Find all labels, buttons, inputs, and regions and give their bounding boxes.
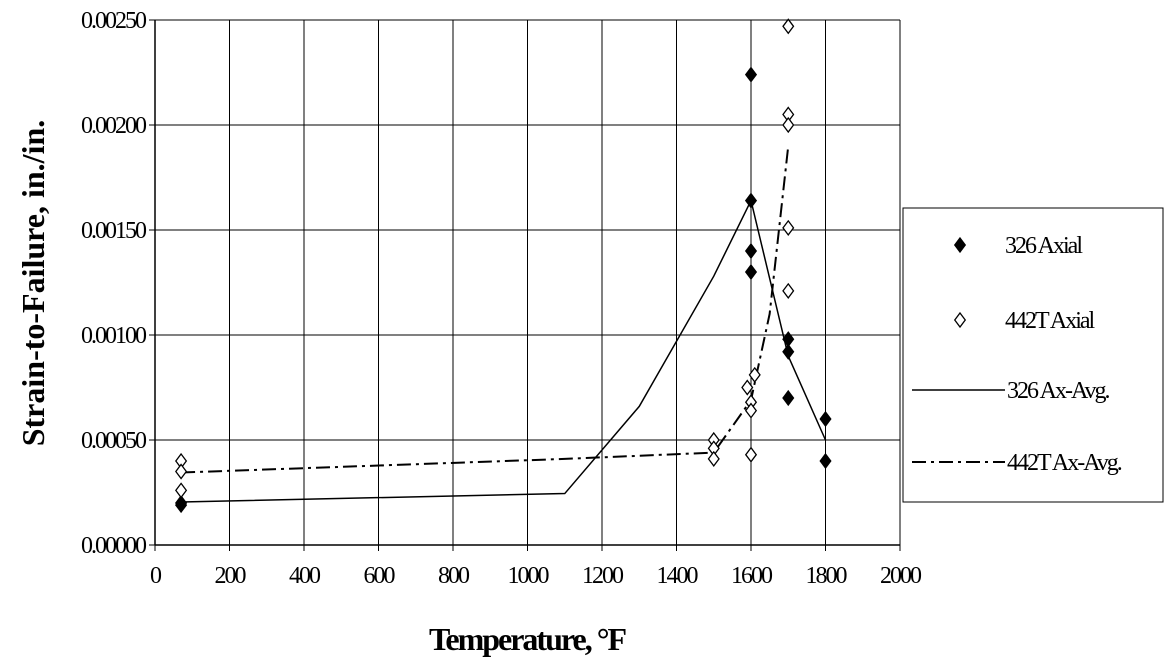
- open-diamond-point: [175, 482, 188, 499]
- filled-diamond-point: [175, 494, 188, 512]
- series-line-442t-ax-avg-: [181, 145, 790, 474]
- series-line-326-ax-avg-: [181, 198, 827, 503]
- legend-marker-filled: [953, 236, 967, 254]
- axes: [154, 20, 900, 546]
- grid: [149, 19, 901, 551]
- series-markers: [175, 18, 832, 514]
- x-tick-label: 200: [215, 563, 247, 589]
- open-diamond-point: [782, 219, 795, 236]
- open-diamond-point: [748, 366, 761, 383]
- filled-diamond-point: [782, 389, 795, 407]
- y-tick-label: 0.00000: [81, 533, 147, 559]
- x-tick-label: 1600: [731, 563, 773, 589]
- legend-label: 442T Ax-Avg.: [1007, 450, 1122, 476]
- filled-diamond-point: [782, 343, 795, 360]
- x-axis-title: Temperature, °F: [429, 621, 627, 657]
- filled-diamond-point: [744, 66, 758, 83]
- legend-label: 442T Axial: [1005, 308, 1096, 334]
- legend: 326 Axial 442T Axial 326 Ax-Avg. 442T Ax-Av…: [902, 207, 1164, 503]
- filled-diamond-point: [819, 410, 832, 428]
- open-diamond-point: [175, 463, 188, 480]
- filled-diamond-point: [744, 263, 758, 281]
- x-tick-label: 0: [150, 563, 162, 589]
- x-tick-label: 800: [438, 563, 470, 589]
- x-tick-label: 600: [364, 563, 396, 589]
- x-tick-label: 1800: [806, 563, 848, 589]
- y-tick-label: 0.00100: [81, 323, 147, 349]
- filled-diamond-point: [819, 452, 832, 470]
- x-tick-label: 400: [289, 563, 321, 589]
- x-tick-label: 1200: [582, 563, 624, 589]
- filled-diamond-point: [744, 242, 758, 260]
- open-diamond-point: [744, 402, 758, 419]
- legend-label: 326 Ax-Avg.: [1007, 378, 1110, 404]
- x-tick-labels: 0 200 400 600 800 1000 1200 1400 1600 1800 2000: [150, 563, 924, 589]
- y-tick-labels: 0.00000 0.00050 0.00100 0.00150 0.00200 0.002…: [81, 8, 149, 559]
- filled-diamond-point: [744, 192, 758, 209]
- open-diamond-point: [782, 116, 795, 134]
- open-diamond-point: [782, 282, 795, 299]
- legend-box: [902, 207, 1164, 503]
- x-tick-label: 1400: [657, 563, 699, 589]
- y-tick-label: 0.00200: [81, 113, 147, 139]
- open-diamond-point: [741, 379, 754, 396]
- legend-marker-open: [953, 311, 967, 329]
- series-lines: [181, 145, 827, 503]
- open-diamond-point: [707, 450, 720, 467]
- y-tick-label: 0.00050: [81, 428, 147, 454]
- y-tick-label: 0.00150: [81, 218, 147, 244]
- open-diamond-point: [744, 446, 758, 463]
- x-tick-label: 1000: [508, 563, 550, 589]
- open-diamond-point: [782, 18, 795, 35]
- y-tick-label: 0.00250: [81, 8, 147, 34]
- legend-label: 326 Axial: [1005, 233, 1083, 259]
- x-tick-label: 2000: [880, 563, 922, 589]
- y-axis-title: Strain-to-Failure, in./in.: [15, 120, 51, 447]
